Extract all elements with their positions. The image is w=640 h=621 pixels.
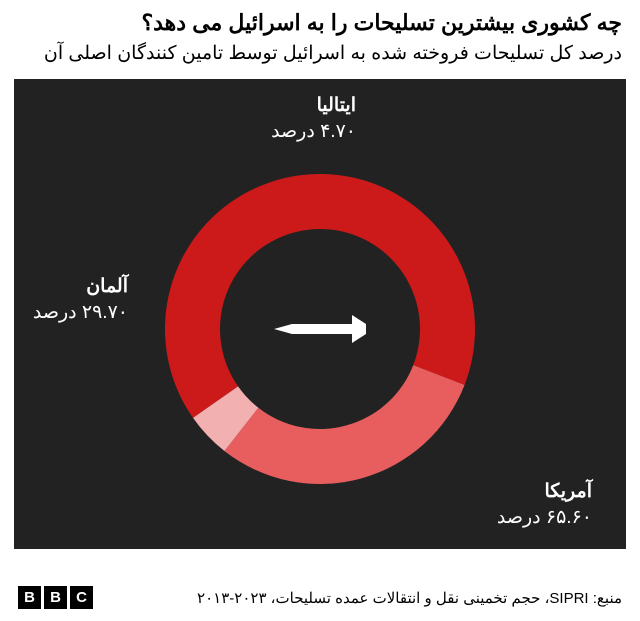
country-name: آمریکا: [544, 481, 592, 502]
chart-area: ایتالیا ۴.۷۰ درصد آلمان ۲۹.۷۰ درصد آمریک…: [14, 79, 626, 549]
bbc-b2: B: [44, 586, 67, 609]
infographic-container: چه کشوری بیشترین تسلیحات را به اسرائیل م…: [0, 0, 640, 621]
bbc-c: C: [70, 586, 93, 609]
slice-label-germany: آلمان ۲۹.۷۰ درصد: [33, 274, 128, 325]
bbc-logo: B B C: [18, 586, 93, 609]
country-pct: ۴.۷۰ درصد: [271, 119, 356, 145]
country-name: ایتالیا: [317, 95, 356, 116]
header: چه کشوری بیشترین تسلیحات را به اسرائیل م…: [0, 0, 640, 71]
country-pct: ۲۹.۷۰ درصد: [33, 300, 128, 326]
footer: منبع: SIPRI، حجم تخمینی نقل و انتقالات ع…: [0, 576, 640, 621]
source-text: منبع: SIPRI، حجم تخمینی نقل و انتقالات ع…: [93, 589, 622, 607]
missile-icon: [274, 315, 366, 343]
slice-label-usa: آمریکا ۶۵.۶۰ درصد: [497, 479, 592, 530]
slice-label-italy: ایتالیا ۴.۷۰ درصد: [271, 93, 356, 144]
country-name: آلمان: [86, 276, 128, 297]
slice-germany: [224, 365, 464, 484]
country-pct: ۶۵.۶۰ درصد: [497, 505, 592, 531]
chart-subtitle: درصد کل تسلیحات فروخته شده به اسرائیل تو…: [18, 41, 622, 68]
chart-title: چه کشوری بیشترین تسلیحات را به اسرائیل م…: [18, 8, 622, 39]
bbc-b1: B: [18, 586, 41, 609]
